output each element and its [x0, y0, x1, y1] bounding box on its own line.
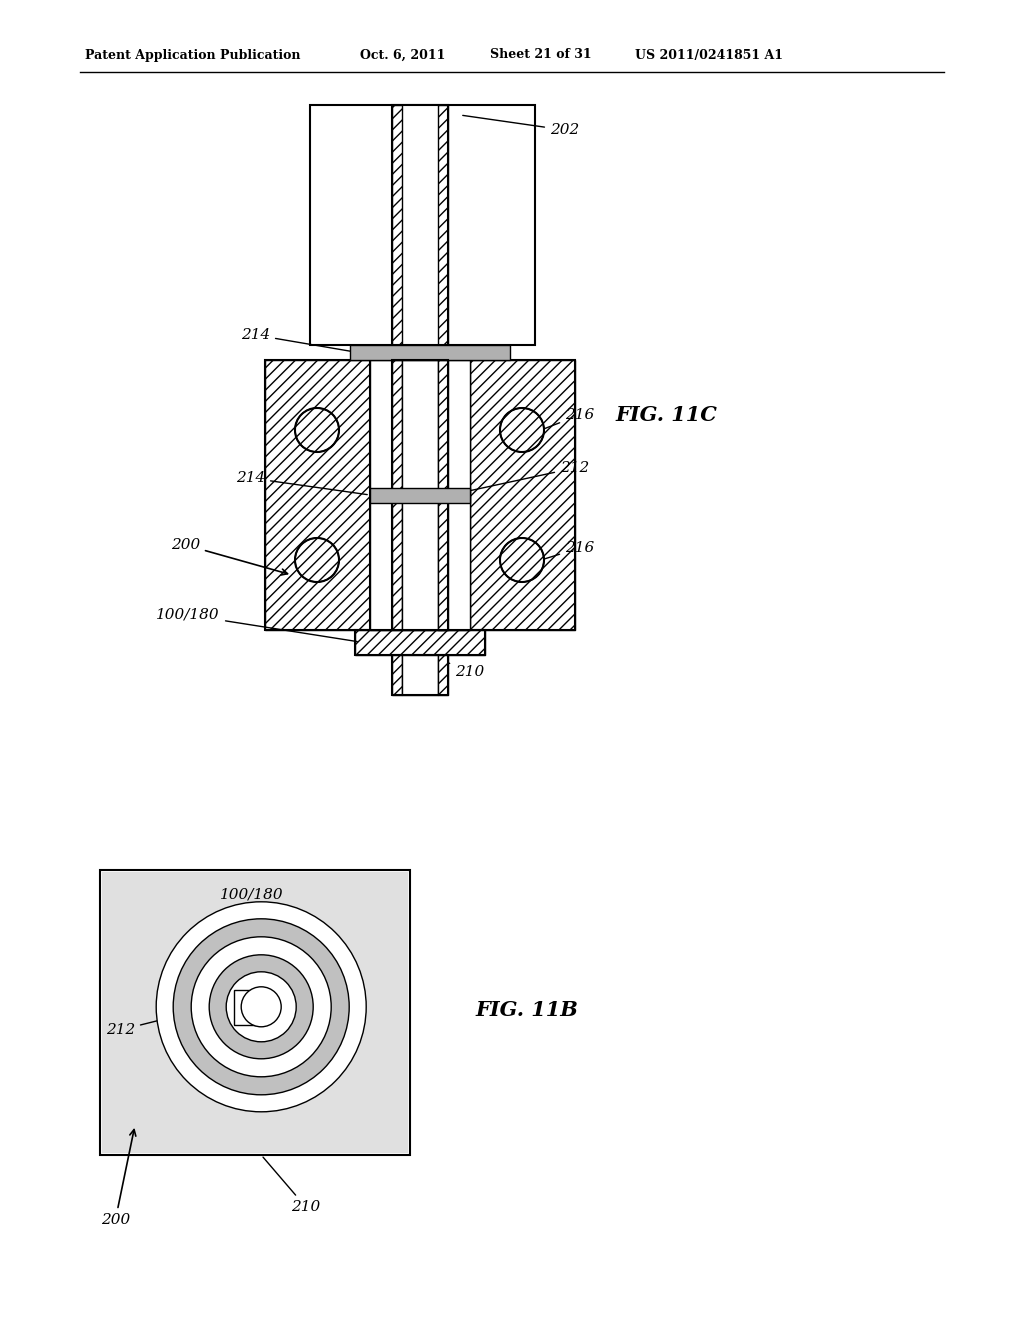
Text: 200: 200 [100, 1130, 136, 1228]
Text: 216: 216 [544, 541, 594, 560]
Text: 210: 210 [432, 656, 484, 678]
Circle shape [209, 954, 313, 1059]
Bar [438, 106, 449, 345]
Bar [438, 655, 449, 696]
Bar [392, 360, 449, 630]
Bar [438, 655, 449, 696]
Bar [470, 360, 575, 630]
Text: 100/180: 100/180 [157, 609, 357, 642]
Text: FIG. 11C: FIG. 11C [615, 405, 717, 425]
Circle shape [173, 919, 349, 1094]
Bar [392, 655, 402, 696]
Bar [265, 360, 370, 630]
Bar [370, 488, 470, 503]
Text: Sheet 21 of 31: Sheet 21 of 31 [490, 49, 592, 62]
Bar [355, 630, 485, 655]
Bar [310, 106, 535, 345]
Text: 202: 202 [463, 115, 580, 137]
Circle shape [226, 972, 296, 1041]
Bar [355, 630, 485, 655]
Bar [234, 990, 256, 1024]
Bar [392, 360, 402, 630]
Bar [392, 655, 402, 696]
Text: 100/180: 100/180 [208, 888, 284, 949]
Bar [350, 345, 510, 360]
Bar [392, 655, 449, 696]
Bar [438, 360, 449, 630]
Text: FIG. 11B: FIG. 11B [475, 1001, 578, 1020]
Text: 212: 212 [105, 1018, 171, 1038]
Bar [392, 106, 402, 345]
Bar [438, 360, 449, 630]
Text: 200: 200 [171, 539, 288, 576]
Text: 216: 216 [544, 408, 594, 429]
Bar [392, 106, 402, 345]
Text: Patent Application Publication: Patent Application Publication [85, 49, 300, 62]
Circle shape [295, 408, 339, 451]
Bar [392, 360, 402, 630]
Text: 212: 212 [453, 461, 589, 495]
Text: 214: 214 [236, 471, 368, 495]
Circle shape [157, 902, 367, 1111]
Circle shape [500, 539, 544, 582]
Text: Oct. 6, 2011: Oct. 6, 2011 [360, 49, 445, 62]
Bar [102, 873, 408, 1152]
Text: 214: 214 [241, 327, 352, 351]
Bar [370, 360, 392, 630]
Circle shape [191, 937, 331, 1077]
Circle shape [295, 539, 339, 582]
Bar [470, 360, 575, 630]
Bar [402, 106, 438, 345]
Text: 210: 210 [263, 1158, 321, 1214]
Bar [100, 870, 410, 1155]
Bar [438, 360, 470, 630]
Circle shape [500, 408, 544, 451]
Circle shape [242, 987, 282, 1027]
Bar [402, 360, 438, 630]
Bar [265, 360, 370, 630]
Bar [438, 106, 449, 345]
Text: US 2011/0241851 A1: US 2011/0241851 A1 [635, 49, 783, 62]
Bar [402, 655, 438, 696]
Bar [392, 106, 449, 345]
